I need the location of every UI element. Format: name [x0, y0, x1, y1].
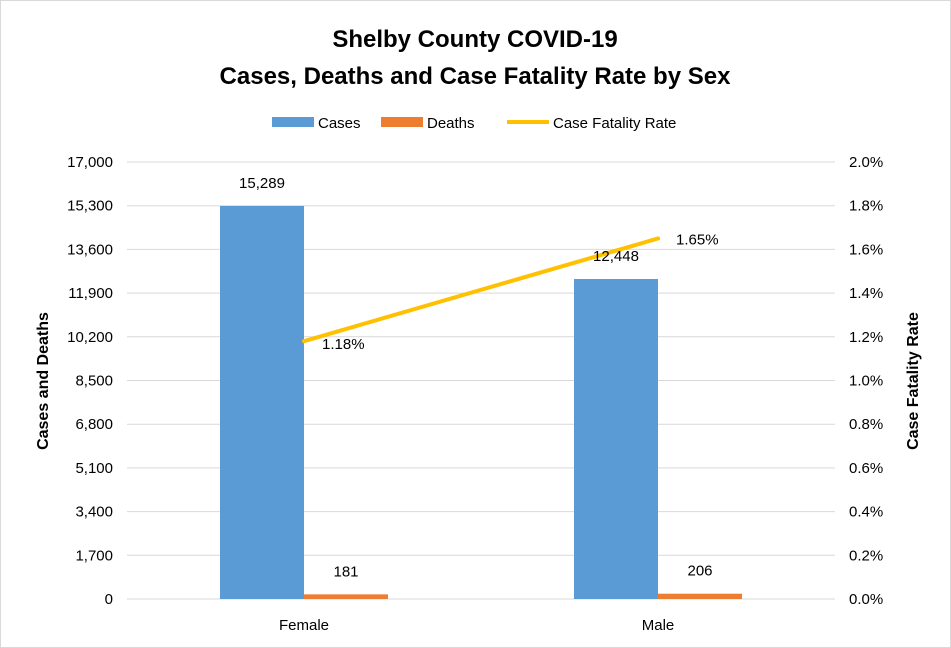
y-tick-label: 8,500 [75, 373, 113, 390]
line-case-fatality-rate [302, 236, 660, 344]
y2-tick-label: 1.6% [849, 241, 883, 258]
y2-tick-label: 0.8% [849, 416, 883, 433]
y-tick-label: 5,100 [75, 460, 113, 477]
right-axis-ticks: 0.0% 0.2% 0.4% 0.6% 0.8% 1.0% 1.2% 1.4% 1.6% 1.8%… [849, 154, 883, 608]
bar-cases [574, 279, 658, 599]
y-tick-label: 6,800 [75, 416, 113, 433]
y2-tick-label: 0.2% [849, 547, 883, 564]
data-label-deaths: 206 [687, 563, 712, 580]
category-labels: Female Male [279, 617, 674, 634]
y2-axis-title: Case Fatality Rate [905, 312, 922, 450]
y2-tick-label: 0.4% [849, 504, 883, 521]
bars [220, 205, 742, 599]
legend-swatch-deaths [381, 117, 423, 127]
left-axis-ticks: 0 1,700 3,400 5,100 6,800 8,500 10,200 11,900 13… [67, 154, 113, 608]
bar-deaths [658, 593, 742, 599]
legend-label-case-fatality-rate: Case Fatality Rate [553, 115, 676, 132]
category-label: Male [642, 617, 675, 634]
bar-cases [220, 205, 304, 599]
y2-tick-label: 1.4% [849, 285, 883, 302]
chart-title-line-2: Cases, Deaths and Case Fatality Rate by … [220, 63, 732, 90]
category-label: Female [279, 617, 329, 634]
y-tick-label: 10,200 [67, 329, 113, 346]
data-label-case-fatality-rate: 1.65% [676, 231, 719, 248]
data-label-cases: 15,289 [239, 175, 285, 192]
legend-label-deaths: Deaths [427, 115, 475, 132]
y-tick-label: 15,300 [67, 198, 113, 215]
y-tick-label: 1,700 [75, 547, 113, 564]
data-label-cases: 12,448 [593, 248, 639, 265]
data-labels: 15,289 181 12,448 206 1.18% 1.65% [239, 175, 718, 580]
data-label-case-fatality-rate: 1.18% [322, 336, 365, 353]
y2-tick-label: 0.0% [849, 591, 883, 608]
y2-tick-label: 2.0% [849, 154, 883, 171]
line-series [302, 236, 660, 344]
legend-swatch-cases [272, 117, 314, 127]
data-label-deaths: 181 [333, 563, 358, 580]
y-tick-label: 11,900 [68, 285, 113, 302]
y-tick-label: 3,400 [75, 504, 113, 521]
y-tick-label: 0 [105, 591, 113, 608]
chart-title-line-1: Shelby County COVID-19 [332, 26, 617, 53]
y2-tick-label: 1.8% [849, 198, 883, 215]
y-axis-title: Cases and Deaths [35, 312, 52, 450]
bar-deaths [304, 594, 388, 599]
y2-tick-label: 1.0% [849, 373, 883, 390]
y-tick-label: 13,600 [67, 241, 113, 258]
y2-tick-label: 0.6% [849, 460, 883, 477]
y2-tick-label: 1.2% [849, 329, 883, 346]
y-tick-label: 17,000 [67, 154, 113, 171]
legend-label-cases: Cases [318, 115, 361, 132]
legend: Cases Deaths Case Fatality Rate [272, 115, 676, 132]
